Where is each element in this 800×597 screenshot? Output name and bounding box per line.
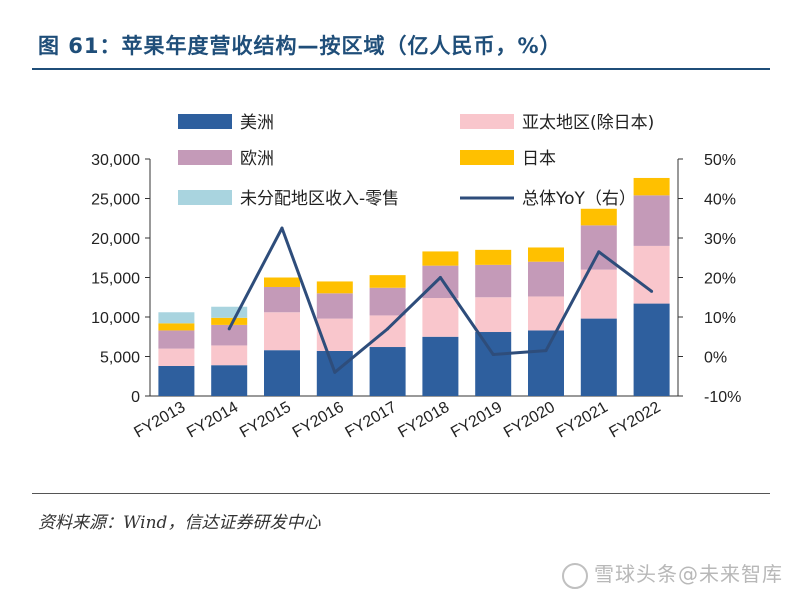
bar-segment — [211, 345, 248, 366]
left-tick-label: 0 — [131, 389, 140, 406]
chart-bars — [158, 177, 670, 396]
right-tick-label: 10% — [704, 310, 736, 327]
legend-label: 未分配地区收入-零售 — [240, 189, 399, 209]
legend-swatch — [178, 150, 232, 165]
bar-segment — [633, 177, 670, 196]
bar-segment — [580, 318, 617, 396]
yoy-point — [438, 276, 442, 279]
bar-segment — [369, 315, 406, 348]
legend-swatch — [460, 114, 514, 129]
x-tick-label: FY2014 — [184, 399, 241, 442]
x-tick-label: FY2015 — [237, 399, 294, 442]
x-tick-label: FY2016 — [290, 399, 347, 442]
bar-segment — [158, 330, 195, 349]
page-title: 图 61：苹果年度营收结构—按区域（亿人民币，%） — [38, 34, 562, 58]
bar-segment — [316, 318, 353, 351]
bar-segment — [528, 261, 564, 297]
x-tick-label: FY2022 — [607, 399, 664, 442]
bar-segment — [528, 330, 564, 396]
source-note: 资料来源：Wind，信达证券研发中心 — [38, 513, 321, 533]
bar-segment — [580, 269, 617, 319]
bar-segment — [264, 350, 300, 396]
legend-label: 总体YoY（右） — [522, 189, 636, 209]
yoy-point — [491, 353, 495, 357]
bar-segment — [422, 251, 459, 266]
left-tick-label: 15,000 — [91, 271, 140, 288]
bar-segment — [528, 296, 564, 331]
bar-segment — [369, 275, 406, 288]
right-tick-label: -10% — [704, 389, 741, 406]
bar-segment — [633, 245, 670, 304]
left-tick-label: 30,000 — [91, 152, 140, 169]
bar-segment — [369, 347, 406, 396]
source-divider — [32, 493, 770, 494]
bar-segment — [264, 312, 300, 351]
bar-segment — [316, 281, 353, 294]
legend-label: 欧洲 — [240, 149, 274, 169]
yoy-point — [544, 349, 548, 353]
x-tick-label: FY2021 — [554, 399, 611, 442]
right-tick-label: 20% — [704, 271, 736, 288]
bar-segment — [158, 348, 195, 366]
bar-segment — [475, 297, 512, 333]
yoy-point — [227, 327, 231, 331]
left-tick-label: 25,000 — [91, 192, 140, 209]
bar-segment — [211, 306, 248, 318]
bar-segment — [211, 324, 248, 346]
bar-segment — [475, 264, 512, 298]
bar-segment — [158, 365, 195, 396]
watermark-text: 雪球头条@未来智库 — [594, 562, 783, 586]
bar-segment — [264, 286, 300, 313]
right-tick-label: 0% — [704, 350, 727, 367]
right-tick-label: 50% — [704, 152, 736, 169]
bar-segment — [475, 249, 512, 265]
bar-segment — [264, 277, 300, 287]
bar-segment — [316, 293, 353, 319]
right-tick-label: 30% — [704, 231, 736, 248]
bar-segment — [158, 323, 195, 331]
bar-segment — [422, 336, 459, 396]
bar-segment — [211, 365, 248, 396]
legend-label: 亚太地区(除日本) — [522, 113, 654, 133]
left-tick-label: 5,000 — [100, 350, 140, 367]
right-tick-label: 40% — [704, 192, 736, 209]
bar-segment — [422, 265, 459, 299]
title-divider — [32, 68, 770, 70]
bar-segment — [369, 287, 406, 316]
chart-yoy-line — [227, 226, 654, 374]
snowball-logo-icon — [562, 562, 588, 589]
x-tick-label: FY2018 — [395, 399, 452, 442]
left-tick-label: 20,000 — [91, 231, 140, 248]
x-tick-label: FY2017 — [343, 399, 400, 442]
yoy-point — [280, 226, 284, 230]
legend-swatch — [460, 150, 514, 165]
yoy-point — [386, 327, 390, 331]
legend-swatch — [178, 190, 232, 205]
left-tick-label: 10,000 — [91, 310, 140, 327]
bar-segment — [211, 317, 248, 325]
bar-segment — [422, 298, 459, 337]
legend-label: 日本 — [522, 149, 556, 169]
yoy-point — [650, 289, 654, 293]
bar-segment — [158, 312, 195, 324]
yoy-point — [597, 250, 601, 254]
legend-label: 美洲 — [240, 113, 274, 133]
x-tick-label: FY2019 — [448, 399, 505, 442]
bar-segment — [475, 332, 512, 396]
bar-segment — [633, 195, 670, 246]
bar-segment — [633, 303, 670, 396]
legend-swatch — [178, 114, 232, 129]
bar-segment — [528, 247, 564, 262]
x-tick-label: FY2020 — [501, 399, 558, 442]
bar-segment — [580, 208, 617, 226]
watermark: 雪球头条@未来智库 — [562, 558, 783, 589]
yoy-point — [333, 370, 337, 374]
